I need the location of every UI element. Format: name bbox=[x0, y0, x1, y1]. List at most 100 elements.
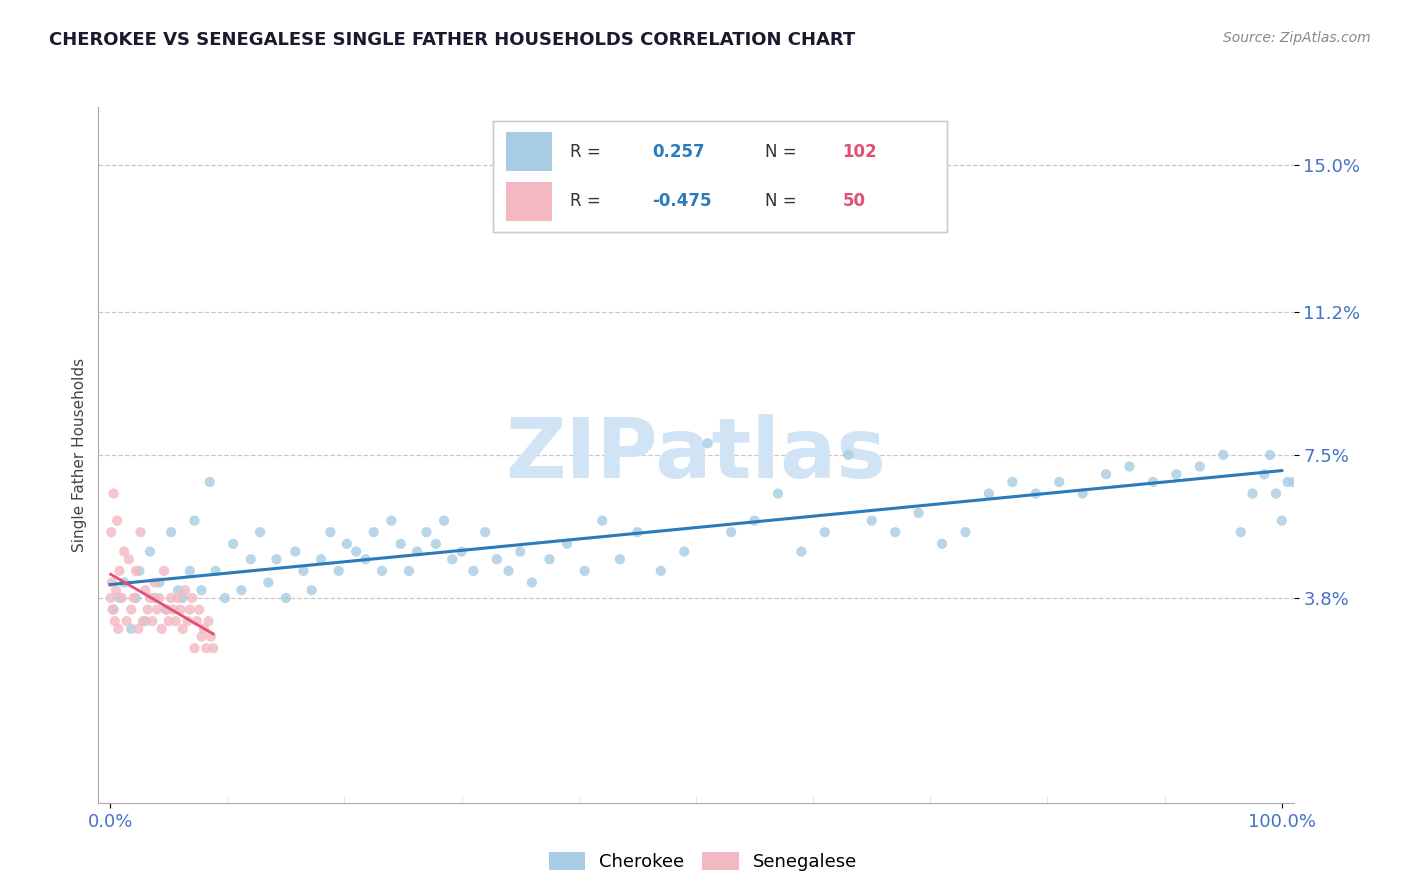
Point bbox=[195, 641, 218, 656]
Point bbox=[179, 564, 201, 578]
Point bbox=[389, 537, 412, 551]
Point bbox=[371, 564, 394, 578]
Point bbox=[198, 475, 221, 489]
Point bbox=[977, 486, 1000, 500]
Point bbox=[204, 564, 226, 578]
Point bbox=[1025, 486, 1047, 500]
Point bbox=[183, 514, 205, 528]
Point bbox=[186, 614, 208, 628]
Text: CHEROKEE VS SENEGALESE SINGLE FATHER HOUSEHOLDS CORRELATION CHART: CHEROKEE VS SENEGALESE SINGLE FATHER HOU… bbox=[49, 31, 855, 49]
Point bbox=[101, 602, 124, 616]
Point bbox=[474, 525, 496, 540]
Point bbox=[101, 575, 124, 590]
Y-axis label: Single Father Households: Single Father Households bbox=[72, 358, 87, 552]
Point bbox=[485, 552, 508, 566]
Point bbox=[129, 525, 152, 540]
Point bbox=[165, 614, 187, 628]
Point bbox=[107, 622, 129, 636]
Point bbox=[274, 591, 297, 605]
Point bbox=[134, 614, 156, 628]
Point bbox=[239, 552, 262, 566]
Point bbox=[301, 583, 323, 598]
Point bbox=[1166, 467, 1188, 482]
Point bbox=[1142, 475, 1164, 489]
Point bbox=[650, 564, 672, 578]
Point bbox=[555, 537, 578, 551]
Point bbox=[197, 614, 219, 628]
Point bbox=[193, 622, 215, 636]
Point bbox=[931, 537, 953, 551]
Point bbox=[1265, 486, 1288, 500]
Point bbox=[125, 564, 148, 578]
Point bbox=[354, 552, 377, 566]
Point bbox=[127, 622, 149, 636]
Point bbox=[433, 514, 456, 528]
Point bbox=[1277, 475, 1299, 489]
Point bbox=[108, 591, 131, 605]
Point bbox=[1188, 459, 1211, 474]
Point bbox=[111, 591, 134, 605]
Point bbox=[153, 564, 176, 578]
Point bbox=[837, 448, 859, 462]
Point bbox=[150, 622, 173, 636]
Point bbox=[1317, 428, 1340, 442]
Point bbox=[1294, 459, 1316, 474]
Point bbox=[696, 436, 718, 450]
Point bbox=[132, 614, 155, 628]
Point bbox=[249, 525, 271, 540]
Point bbox=[1241, 486, 1264, 500]
Point bbox=[202, 641, 225, 656]
Point bbox=[172, 591, 194, 605]
Text: Source: ZipAtlas.com: Source: ZipAtlas.com bbox=[1223, 31, 1371, 45]
Point bbox=[1095, 467, 1118, 482]
Point bbox=[380, 514, 402, 528]
Point bbox=[120, 602, 142, 616]
Point bbox=[148, 575, 170, 590]
Point bbox=[181, 591, 204, 605]
Point bbox=[626, 525, 648, 540]
Point bbox=[538, 552, 561, 566]
Point bbox=[1253, 467, 1275, 482]
Point bbox=[1288, 467, 1310, 482]
Point bbox=[143, 575, 166, 590]
Point bbox=[169, 602, 191, 616]
Point bbox=[1071, 486, 1094, 500]
Point bbox=[120, 622, 142, 636]
Legend: Cherokee, Senegalese: Cherokee, Senegalese bbox=[541, 845, 865, 879]
Point bbox=[720, 525, 742, 540]
Point bbox=[860, 514, 883, 528]
Point bbox=[125, 591, 148, 605]
Point bbox=[167, 583, 190, 598]
Point bbox=[1229, 525, 1251, 540]
Point bbox=[363, 525, 385, 540]
Point bbox=[814, 525, 837, 540]
Point bbox=[520, 575, 543, 590]
Point bbox=[122, 591, 145, 605]
Point bbox=[162, 602, 184, 616]
Point bbox=[105, 583, 128, 598]
Point bbox=[190, 630, 212, 644]
Point bbox=[441, 552, 464, 566]
Point bbox=[907, 506, 929, 520]
Point bbox=[319, 525, 342, 540]
Point bbox=[1323, 436, 1346, 450]
Point bbox=[104, 614, 127, 628]
Point bbox=[141, 614, 163, 628]
Point bbox=[336, 537, 359, 551]
Point bbox=[174, 583, 197, 598]
Point bbox=[574, 564, 596, 578]
Point bbox=[284, 544, 307, 558]
Point bbox=[146, 602, 169, 616]
Point bbox=[183, 641, 205, 656]
Point bbox=[292, 564, 315, 578]
Point bbox=[179, 602, 201, 616]
Point bbox=[1329, 436, 1351, 450]
Point bbox=[955, 525, 977, 540]
Point bbox=[139, 544, 162, 558]
Point bbox=[257, 575, 280, 590]
Point bbox=[1047, 475, 1070, 489]
Point bbox=[103, 486, 125, 500]
Point bbox=[105, 514, 128, 528]
Point bbox=[172, 622, 194, 636]
Point bbox=[231, 583, 253, 598]
